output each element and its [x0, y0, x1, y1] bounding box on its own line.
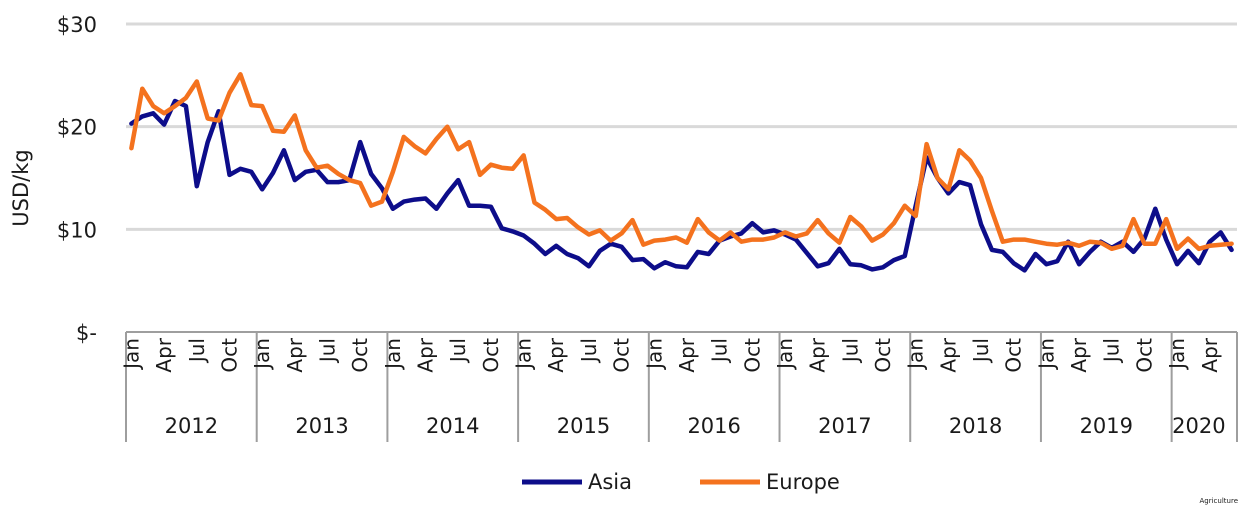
month-tick-label: Apr: [414, 337, 438, 372]
month-tick-label: Oct: [740, 338, 764, 373]
y-tick-label: $20: [57, 116, 97, 140]
month-tick-label: Jan: [1034, 338, 1058, 371]
month-tick-label: Oct: [1002, 338, 1026, 373]
month-tick-label: Apr: [544, 337, 568, 372]
year-label-2019: 2019: [1080, 414, 1133, 438]
series-lines: [129, 72, 1234, 273]
month-tick-label: Jan: [119, 338, 143, 371]
legend: Asia Europe: [522, 470, 840, 494]
month-tick-label: Jul: [969, 338, 993, 364]
month-tick-label: Oct: [871, 338, 895, 373]
month-tick-label: Oct: [610, 338, 634, 373]
month-tick-label: Apr: [936, 337, 960, 372]
year-label-2012: 2012: [165, 414, 218, 438]
legend-label-asia: Asia: [588, 470, 632, 494]
month-tick-label: Jan: [512, 338, 536, 371]
month-tick-label: Apr: [152, 337, 176, 372]
month-tick-label: Jan: [904, 338, 928, 371]
month-tick-label: Apr: [1198, 337, 1222, 372]
y-tick-label: $10: [57, 218, 97, 242]
legend-label-europe: Europe: [766, 470, 840, 494]
x-axis: 2012 2013 2014 2015 2016 2017 2018 2019 2020 Jan A…: [119, 331, 1238, 442]
month-tick-label: Jul: [185, 338, 209, 364]
year-label-2017: 2017: [818, 414, 871, 438]
y-axis-ticks: $- $10 $20 $30: [57, 13, 97, 345]
series-line-asia: [129, 98, 1234, 273]
month-tick-label: Oct: [348, 338, 372, 373]
month-tick-label: Oct: [217, 338, 241, 373]
month-tick-label: Apr: [1067, 337, 1091, 372]
series-line-europe: [129, 72, 1234, 252]
month-tick-label: Jul: [446, 338, 470, 364]
month-tick-label: Apr: [283, 337, 307, 372]
y-axis-label: USD/kg: [9, 149, 33, 226]
month-tick-label: Jul: [577, 338, 601, 364]
y-tick-label: $30: [57, 13, 97, 37]
month-tick-label: Jan: [642, 338, 666, 371]
month-tick-label: Apr: [806, 337, 830, 372]
year-label-2016: 2016: [687, 414, 740, 438]
month-tick-label: Jul: [838, 338, 862, 364]
year-label-2015: 2015: [557, 414, 610, 438]
month-tick-label: Jan: [1165, 338, 1189, 371]
footer-text: Agriculture: [1200, 497, 1239, 505]
month-tick-label: Oct: [1132, 338, 1156, 373]
month-tick-label: Apr: [675, 337, 699, 372]
month-tick-label: Jan: [381, 338, 405, 371]
month-tick-label: Jul: [708, 338, 732, 364]
month-tick-label: Jul: [1100, 338, 1124, 364]
y-tick-label: $-: [76, 321, 97, 345]
gridlines: [126, 22, 1237, 231]
month-tick-label: Jan: [773, 338, 797, 371]
year-label-2013: 2013: [295, 414, 348, 438]
month-tick-label: Jul: [316, 338, 340, 364]
month-tick-label: Jan: [250, 338, 274, 371]
year-label-2018: 2018: [949, 414, 1002, 438]
year-label-2020: 2020: [1172, 414, 1225, 438]
year-label-2014: 2014: [426, 414, 479, 438]
month-tick-label: Oct: [479, 338, 503, 373]
